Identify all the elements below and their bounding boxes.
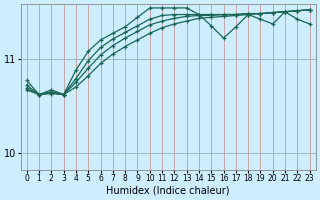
- X-axis label: Humidex (Indice chaleur): Humidex (Indice chaleur): [107, 186, 230, 196]
